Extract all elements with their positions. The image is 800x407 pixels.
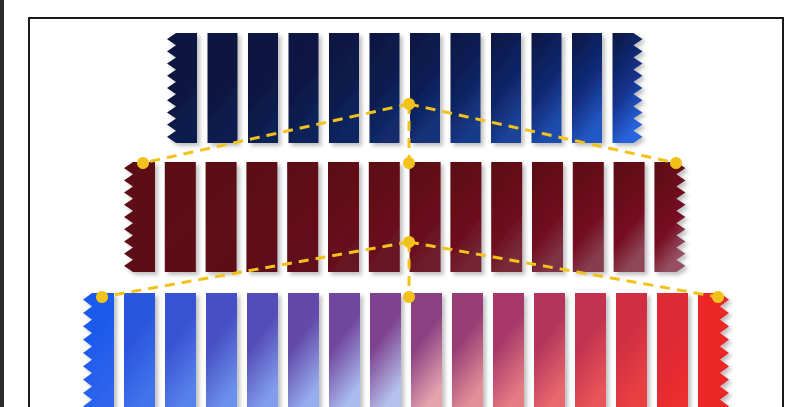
dot — [403, 157, 415, 169]
stripe — [246, 162, 278, 272]
stripe-row — [83, 293, 729, 407]
stripe — [410, 33, 440, 143]
stripe — [329, 293, 360, 407]
stripe — [368, 162, 400, 272]
stripe — [654, 162, 686, 272]
dot — [137, 157, 149, 169]
stripe — [450, 33, 481, 143]
stripe — [248, 33, 278, 143]
dashed-line — [142, 102, 410, 165]
stripe — [167, 33, 197, 143]
dot — [403, 98, 415, 110]
dashed-line — [408, 102, 677, 165]
dot — [403, 236, 415, 248]
stripe — [165, 293, 196, 407]
stripe — [83, 293, 114, 407]
connectors — [101, 102, 719, 299]
stripe — [329, 33, 359, 143]
stripe — [207, 33, 238, 143]
stripe — [532, 162, 563, 272]
stripe — [411, 293, 442, 407]
dot — [96, 291, 108, 303]
stripe — [491, 162, 523, 272]
stripe — [124, 293, 155, 407]
stripe — [613, 162, 645, 272]
connector-dots — [96, 98, 724, 303]
stripe — [369, 33, 400, 143]
stripe — [164, 162, 196, 272]
stripe — [288, 33, 319, 143]
stripe — [247, 293, 278, 407]
stripe — [575, 293, 606, 407]
stripe-row — [124, 162, 686, 272]
stripe — [370, 293, 401, 407]
stripe — [206, 293, 237, 407]
stripe — [124, 162, 155, 272]
stripe-row — [167, 33, 643, 143]
stripe — [452, 293, 483, 407]
stripe — [572, 162, 604, 272]
stripe — [287, 162, 319, 272]
stripe — [657, 293, 688, 407]
stripe — [572, 33, 602, 143]
stripe — [205, 162, 237, 272]
dashed-line — [408, 240, 719, 299]
stripe — [409, 162, 441, 272]
dot — [403, 291, 415, 303]
stripe — [534, 293, 565, 407]
dashed-line — [101, 240, 410, 299]
stripe-rows — [83, 33, 729, 407]
stripe — [328, 162, 359, 272]
stripe — [616, 293, 647, 407]
left-edge — [0, 0, 4, 407]
stripe — [612, 33, 643, 143]
stripe — [531, 33, 562, 143]
stripe — [493, 293, 524, 407]
stripe — [698, 293, 729, 407]
dot — [712, 291, 724, 303]
dot — [670, 157, 682, 169]
stripe — [288, 293, 319, 407]
